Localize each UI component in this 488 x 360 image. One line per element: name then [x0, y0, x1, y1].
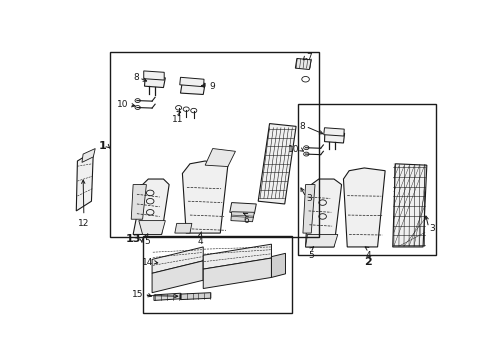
Polygon shape — [324, 132, 344, 143]
Text: 9: 9 — [208, 82, 214, 91]
Polygon shape — [323, 128, 344, 136]
Polygon shape — [203, 244, 271, 269]
Polygon shape — [82, 149, 95, 162]
Polygon shape — [139, 221, 165, 234]
Polygon shape — [182, 161, 227, 233]
Polygon shape — [271, 253, 285, 278]
Polygon shape — [152, 261, 203, 293]
Polygon shape — [76, 151, 93, 211]
Polygon shape — [230, 212, 254, 222]
Bar — [142, 236, 292, 314]
Polygon shape — [205, 149, 235, 167]
Polygon shape — [133, 179, 169, 234]
Text: 5: 5 — [308, 251, 313, 260]
Text: 8: 8 — [133, 73, 139, 82]
Text: 10: 10 — [117, 100, 128, 109]
Polygon shape — [154, 293, 180, 301]
Text: 4: 4 — [197, 237, 203, 246]
Text: 13: 13 — [125, 234, 141, 244]
Polygon shape — [143, 71, 164, 80]
Polygon shape — [180, 293, 210, 300]
Polygon shape — [131, 185, 146, 219]
Text: 7: 7 — [306, 53, 312, 62]
Text: 5: 5 — [144, 237, 150, 246]
Polygon shape — [175, 223, 191, 233]
Text: 8: 8 — [299, 122, 304, 131]
Polygon shape — [144, 76, 165, 87]
Text: 12: 12 — [78, 219, 89, 228]
Polygon shape — [203, 258, 271, 288]
Polygon shape — [203, 257, 216, 280]
Bar — [297, 104, 435, 255]
Text: 3: 3 — [428, 224, 434, 233]
Polygon shape — [180, 77, 203, 87]
Text: 14: 14 — [141, 258, 153, 267]
Polygon shape — [305, 234, 337, 247]
Text: 1: 1 — [99, 141, 106, 151]
Polygon shape — [180, 81, 205, 94]
Polygon shape — [392, 164, 426, 247]
Text: 2: 2 — [364, 257, 371, 267]
Text: 3: 3 — [306, 194, 312, 203]
Text: 11: 11 — [171, 115, 183, 124]
Bar — [110, 51, 318, 237]
Polygon shape — [343, 168, 385, 247]
Text: 4: 4 — [365, 251, 370, 260]
Polygon shape — [229, 203, 256, 214]
Polygon shape — [302, 185, 314, 233]
Polygon shape — [152, 247, 203, 273]
Polygon shape — [305, 179, 341, 247]
Text: 6: 6 — [243, 216, 248, 225]
Text: 10: 10 — [288, 145, 299, 154]
Text: 15: 15 — [132, 289, 143, 298]
Polygon shape — [258, 123, 296, 204]
Polygon shape — [295, 58, 311, 69]
